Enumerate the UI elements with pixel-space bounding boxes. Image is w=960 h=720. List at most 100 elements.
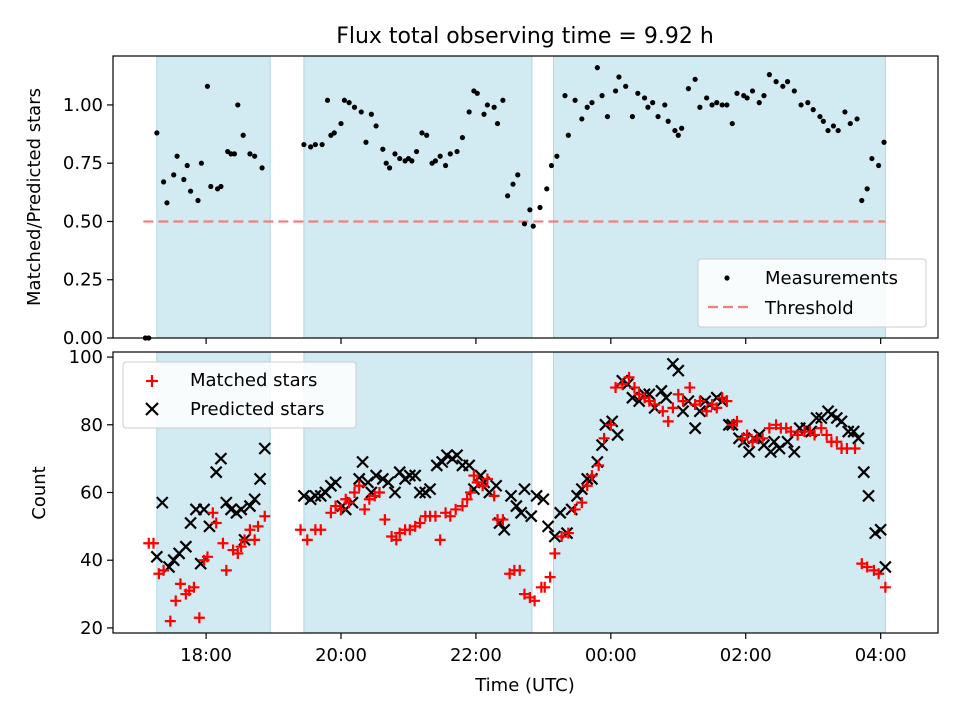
measurement-point bbox=[645, 104, 651, 110]
matched-star-point bbox=[158, 564, 170, 576]
measurement-point bbox=[544, 186, 550, 192]
measurement-point bbox=[218, 183, 224, 190]
measurement-point bbox=[650, 100, 656, 106]
measurement-point bbox=[685, 86, 692, 92]
matched-star-point bbox=[873, 568, 885, 580]
measurement-point bbox=[554, 153, 560, 159]
bottom-panel: 18:00 20:00 22:00 00:00 02:00 04:00 20 40 60 80 10… bbox=[29, 347, 939, 666]
measurement-points bbox=[142, 65, 887, 341]
bottom-y-tick-label: 100 bbox=[69, 347, 103, 368]
measurement-point bbox=[749, 88, 756, 94]
measurement-point bbox=[714, 100, 720, 106]
predicted-star-point bbox=[258, 442, 272, 455]
matched-star-point bbox=[348, 487, 360, 498]
measurement-point bbox=[604, 113, 611, 120]
predicted-star-point bbox=[688, 421, 702, 435]
matched-star-point bbox=[649, 398, 661, 410]
predicted-star-point bbox=[381, 476, 395, 489]
predicted-star-point bbox=[234, 503, 248, 516]
measurement-point bbox=[383, 160, 389, 166]
matched-star-point bbox=[259, 510, 271, 522]
matched-star-point bbox=[497, 514, 509, 526]
measurement-point bbox=[810, 107, 816, 113]
matched-star-point bbox=[529, 595, 541, 607]
measurement-point bbox=[338, 120, 344, 127]
measurement-point bbox=[854, 116, 860, 122]
predicted-star-point bbox=[524, 509, 538, 523]
matched-star-point bbox=[244, 524, 256, 536]
observing-window bbox=[303, 55, 533, 339]
measurement-point bbox=[240, 132, 246, 138]
legend-measurements-label: Measurements bbox=[765, 268, 898, 289]
matched-star-point bbox=[701, 405, 713, 417]
top-y-tick-label: 0.75 bbox=[63, 153, 103, 174]
measurement-point bbox=[641, 95, 648, 101]
matched-star-point bbox=[581, 480, 593, 492]
measurement-point bbox=[864, 186, 870, 192]
legend-predicted-marker bbox=[145, 402, 159, 416]
measurement-point bbox=[784, 79, 791, 85]
measurement-point bbox=[164, 200, 170, 206]
top-y-tick-label: 0.00 bbox=[63, 328, 103, 349]
matched-star-point bbox=[353, 480, 365, 492]
predicted-star-point bbox=[504, 489, 518, 503]
measurement-point bbox=[761, 93, 767, 99]
predicted-star-point bbox=[595, 438, 609, 452]
predicted-star-point bbox=[413, 486, 427, 499]
measurement-point bbox=[881, 139, 887, 145]
predicted-star-point bbox=[514, 506, 528, 520]
predicted-star-point bbox=[248, 492, 261, 506]
matched-star-point bbox=[414, 517, 426, 529]
matched-star-point bbox=[390, 534, 402, 546]
matched-star-point bbox=[576, 497, 588, 509]
bottom-y-tick-label: 60 bbox=[80, 483, 103, 504]
measurement-point bbox=[719, 102, 725, 108]
measurement-point bbox=[494, 120, 501, 127]
measurement-point bbox=[204, 83, 211, 89]
predicted-star-point bbox=[388, 486, 402, 499]
measurement-point bbox=[704, 95, 710, 101]
matched-star-point bbox=[210, 517, 222, 529]
measurement-point bbox=[187, 188, 194, 194]
chart-title: Flux total observing time = 9.92 h bbox=[336, 24, 714, 49]
measurement-point bbox=[635, 90, 641, 96]
predicted-star-point bbox=[862, 489, 875, 503]
measurement-point bbox=[798, 102, 804, 108]
matched-star-point bbox=[429, 510, 441, 522]
matched-star-point bbox=[593, 459, 605, 471]
matched-star-point bbox=[295, 524, 307, 536]
measurement-point bbox=[599, 93, 605, 99]
matched-star-point bbox=[188, 581, 200, 593]
measurement-point bbox=[662, 102, 668, 108]
measurement-point bbox=[447, 151, 453, 157]
predicted-star-point bbox=[548, 530, 562, 543]
matched-star-point bbox=[465, 487, 477, 498]
matched-star-point bbox=[684, 382, 696, 394]
predicted-star-point bbox=[209, 465, 223, 479]
predicted-star-point bbox=[659, 391, 673, 404]
matched-star-point bbox=[315, 524, 327, 536]
x-tick-label: 00:00 bbox=[585, 645, 637, 666]
measurement-point bbox=[527, 207, 533, 213]
measurement-point bbox=[341, 97, 347, 103]
predicted-star-point bbox=[655, 384, 668, 398]
measurement-point bbox=[697, 104, 703, 110]
predicted-star-point bbox=[179, 540, 193, 553]
x-tick-label: 02:00 bbox=[720, 645, 772, 666]
matched-star-point bbox=[235, 541, 247, 553]
measurement-point bbox=[368, 111, 374, 117]
measurement-point bbox=[252, 153, 258, 159]
matched-star-point bbox=[757, 432, 769, 444]
measurement-point bbox=[629, 113, 636, 120]
predicted-star-point bbox=[764, 445, 777, 459]
matched-star-point bbox=[694, 395, 706, 407]
matched-star-point bbox=[373, 487, 385, 498]
predicted-star-point bbox=[356, 455, 369, 469]
top-y-tick-label: 0.50 bbox=[63, 211, 103, 232]
predicted-star-point bbox=[835, 415, 848, 428]
matched-star-point bbox=[170, 595, 182, 607]
matched-star-point bbox=[539, 581, 551, 593]
measurement-point bbox=[235, 102, 241, 108]
matched-star-point bbox=[249, 534, 261, 546]
